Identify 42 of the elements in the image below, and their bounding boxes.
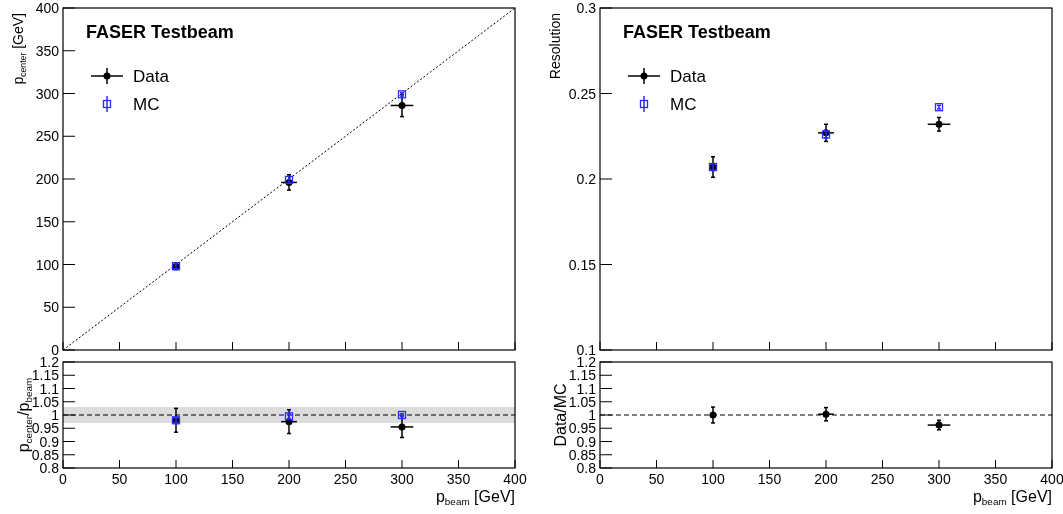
legend-label: Data [670,67,707,86]
y-tick-label: 1 [51,407,60,423]
x-tick-label: 400 [503,471,527,487]
x-axis-title: p$_{beam}$ [GeV] [435,488,515,507]
y-tick-label: 0.15 [568,256,597,273]
y-tick-label: 400 [35,0,60,16]
text: FASER Testbeam [86,22,234,42]
x-tick-label: 150 [757,471,782,487]
x-tick-label: 400 [1040,471,1063,487]
x-tick-label: 250 [870,471,895,487]
legend-label: MC [670,95,697,114]
x-tick-label: 50 [648,471,665,487]
x-tick-label: 300 [390,471,414,487]
x-tick-label: 100 [164,471,188,487]
y-tick-label: 0.8 [39,460,60,476]
x-tick-label: 200 [814,471,838,487]
y-tick-label: 300 [35,85,60,102]
y-tick-label: 0.2 [576,171,597,187]
x-tick-label: 100 [701,471,725,487]
legend-label: Data [133,67,170,86]
y-tick-label: 150 [35,213,60,230]
y-tick-label: 100 [35,256,60,273]
y-axis-title: Resolution [547,13,563,80]
y-tick-label: 0.25 [568,85,597,102]
y-axis-title: Data/MC [552,383,569,447]
x-tick-label: 250 [333,471,358,487]
legend-label: MC [133,95,160,114]
x-tick-label: 150 [220,471,245,487]
y-tick-label: 250 [35,128,60,145]
y-tick-label: 0.8 [576,460,597,476]
y-tick-label: 50 [43,299,60,316]
x-axis-title: p$_{beam}$ [GeV] [972,488,1052,507]
x-tick-label: 350 [983,471,1008,487]
y-tick-label: 1 [588,407,597,423]
x-tick-label: 300 [927,471,951,487]
x-tick-label: 50 [111,471,128,487]
x-tick-label: 200 [277,471,301,487]
y-tick-label: 0.3 [576,0,597,16]
y-tick-label: 350 [35,42,60,59]
text: FASER Testbeam [623,22,771,42]
y-tick-label: 200 [35,171,60,187]
x-tick-label: 350 [446,471,471,487]
